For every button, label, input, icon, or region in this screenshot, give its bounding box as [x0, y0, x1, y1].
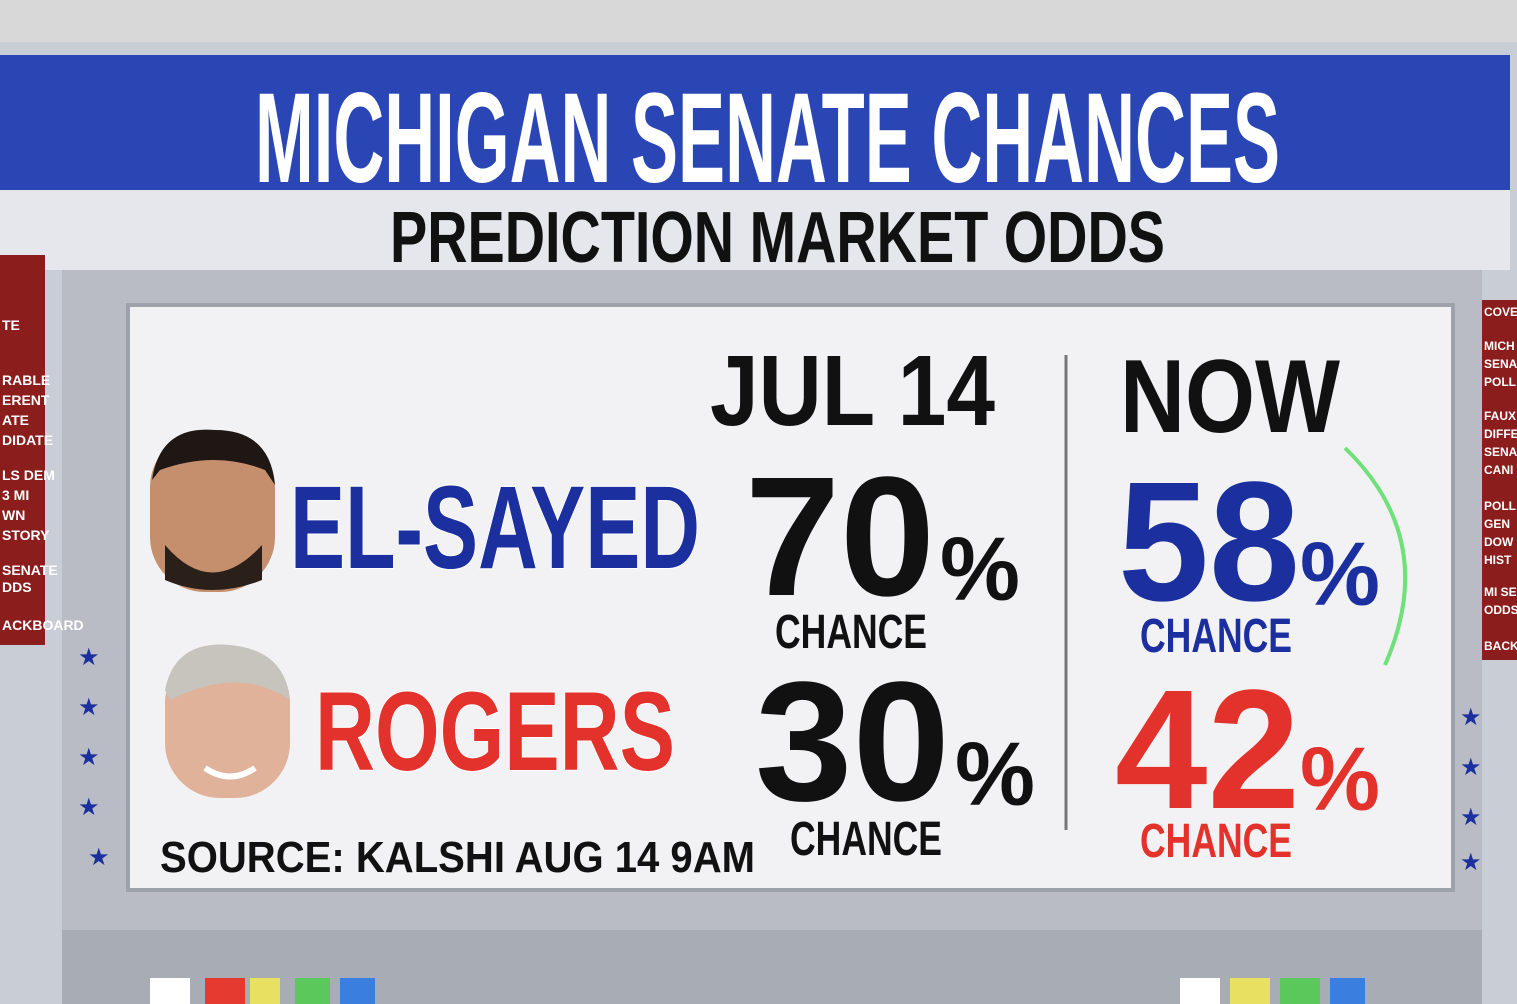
sidebar-label: DOW: [1484, 535, 1514, 549]
swatch: [250, 978, 280, 1004]
top-strip: [0, 0, 1517, 42]
sidebar-label: COVE: [1484, 305, 1517, 319]
left-sidebar-text: TE RABLE ERENT ATE DIDATE LS DEM 3 MI WN STORY SE…: [2, 317, 84, 633]
odds-unit: %: [1300, 730, 1380, 830]
sidebar-label: WN: [2, 507, 25, 523]
photo: [150, 429, 275, 592]
sidebar-label: ERENT: [2, 392, 50, 408]
right-sidebar-text: COVE MICH SENA POLL FAUX DIFFE SENA CANI POLL GEN…: [1484, 305, 1517, 653]
sidebar-label: POLL: [1484, 375, 1516, 389]
beard: [165, 545, 262, 590]
odds-unit: %: [1300, 525, 1380, 625]
hair: [152, 429, 275, 485]
sidebar-label: SENA: [1484, 357, 1517, 371]
stars: ★ ★ ★ ★ ★ ★ ★ ★ ★: [78, 644, 1482, 876]
sidebar-label: ATE: [2, 412, 29, 428]
candidate-name: EL-SAYED: [290, 462, 700, 594]
odds-unit: %: [940, 520, 1020, 620]
swatch: [205, 978, 245, 1004]
column-header: NOW: [1120, 339, 1341, 455]
sidebar-label: STORY: [2, 527, 50, 543]
swatch: [295, 978, 330, 1004]
sidebar-label: DIFFE: [1484, 427, 1517, 441]
candidate-name: ROGERS: [315, 669, 675, 794]
swatch: [150, 978, 190, 1004]
odds-caption: CHANCE: [1140, 815, 1292, 868]
star: ★: [1460, 849, 1482, 876]
star: ★: [78, 644, 100, 671]
odds-value: 30: [755, 647, 950, 837]
panel: [126, 303, 1455, 892]
photo: [165, 644, 290, 798]
sidebar-label: MI SE: [1484, 585, 1517, 599]
odds-value: 42: [1115, 655, 1300, 845]
sidebar-label: DDS: [2, 579, 32, 595]
swatch: [340, 978, 375, 1004]
sidebar-label: DIDATE: [2, 432, 53, 448]
swatch: [1330, 978, 1365, 1004]
smile: [203, 765, 257, 780]
sidebar-label: SENATE: [2, 562, 58, 578]
sidebar-label: SENA: [1484, 445, 1517, 459]
hair: [165, 644, 290, 700]
star: ★: [78, 794, 100, 821]
highlight-arc: [1343, 446, 1408, 666]
sidebar-label: BACK: [1484, 639, 1517, 653]
odds-caption: CHANCE: [1140, 610, 1292, 663]
star: ★: [1460, 754, 1482, 781]
star: ★: [88, 844, 110, 871]
sidebar-label: 3 MI: [2, 487, 29, 503]
sidebar-label: POLL: [1484, 499, 1516, 513]
odds-value: 70: [745, 442, 935, 632]
sidebar-label: FAUX: [1484, 409, 1516, 423]
source: SOURCE: KALSHI AUG 14 9AM: [160, 833, 755, 882]
odds-caption: CHANCE: [775, 606, 927, 659]
subtitle: PREDICTION MARKET ODDS: [390, 198, 1165, 278]
sidebar-label: LS DEM: [2, 467, 55, 483]
face: [150, 432, 275, 592]
sidebar-label: CANI: [1484, 463, 1513, 477]
column-header: JUL 14: [710, 335, 995, 447]
sidebar-label: HIST: [1484, 553, 1512, 567]
sidebar-label: RABLE: [2, 372, 50, 388]
sidebar-label: GEN: [1484, 517, 1510, 531]
swatch: [1230, 978, 1270, 1004]
star: ★: [1460, 804, 1482, 831]
odds-caption: CHANCE: [790, 813, 942, 866]
odds-unit: %: [955, 725, 1035, 825]
sidebar-label: ACKBOARD: [2, 617, 84, 633]
sidebar-label: MICH: [1484, 339, 1515, 353]
sidebar-label: ODDS: [1484, 603, 1517, 617]
star: ★: [1460, 704, 1482, 731]
left-sidebar: [0, 255, 45, 645]
bottom-swatches: [150, 978, 1365, 1004]
title: MICHIGAN SENATE CHANCES: [255, 67, 1280, 210]
odds-value: 58: [1118, 447, 1300, 637]
swatch: [1280, 978, 1320, 1004]
star: ★: [78, 694, 100, 721]
sidebar-label: TE: [2, 317, 20, 333]
subtitle-band: [0, 190, 1510, 270]
swatch: [1180, 978, 1220, 1004]
star: ★: [78, 744, 100, 771]
